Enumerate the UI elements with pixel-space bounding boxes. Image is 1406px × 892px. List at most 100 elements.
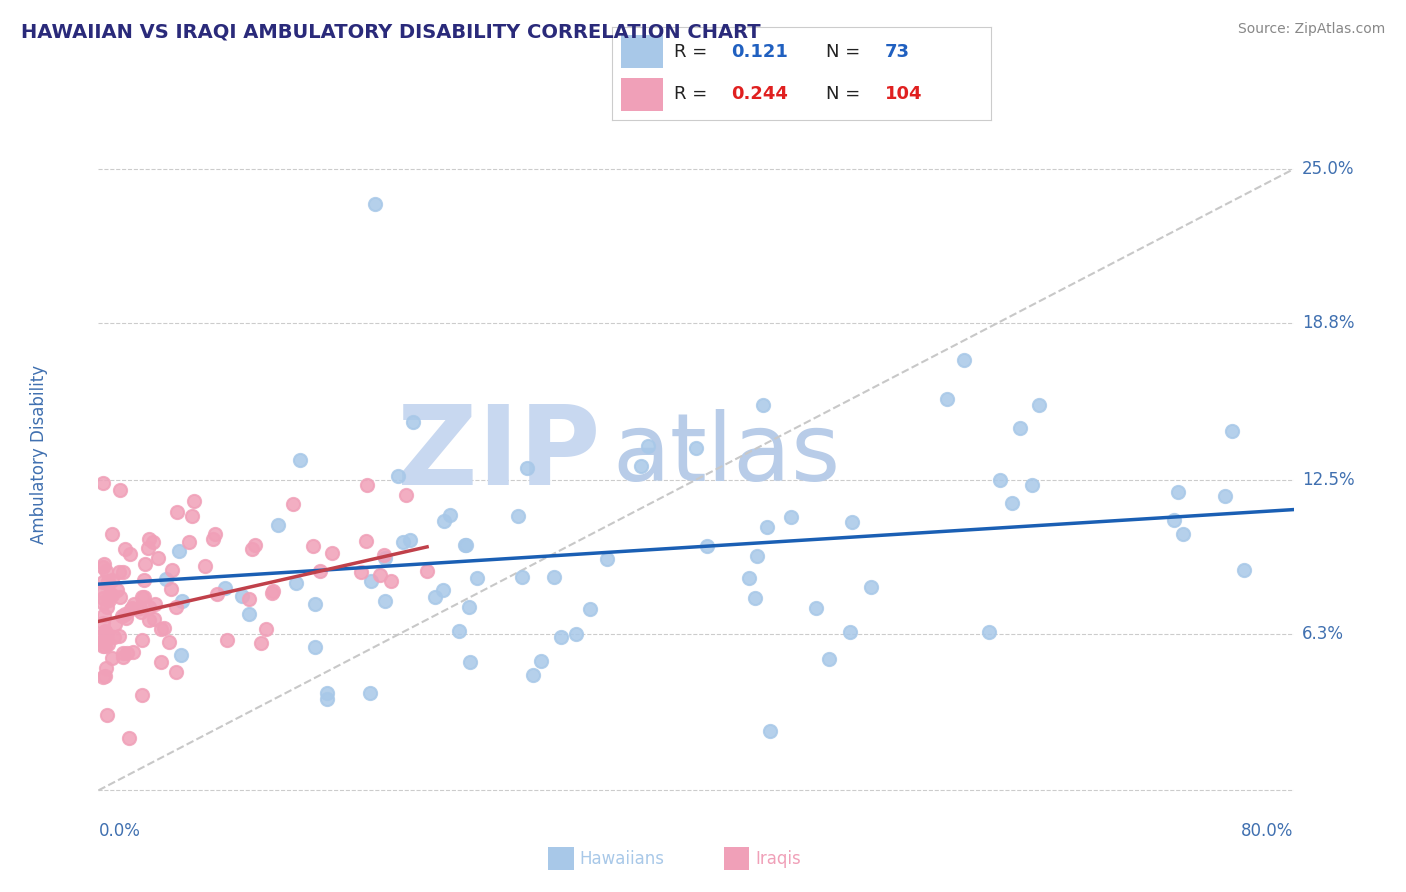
Point xyxy=(138,599,160,614)
Point xyxy=(745,549,768,564)
Point xyxy=(243,539,266,553)
Point xyxy=(131,689,153,703)
Point xyxy=(744,591,766,605)
Point xyxy=(425,591,447,605)
Point xyxy=(205,587,228,601)
Point xyxy=(522,668,544,682)
Point xyxy=(460,655,482,669)
Text: HAWAIIAN VS IRAQI AMBULATORY DISABILITY CORRELATION CHART: HAWAIIAN VS IRAQI AMBULATORY DISABILITY … xyxy=(21,22,761,41)
Text: 0.121: 0.121 xyxy=(731,43,789,61)
Point xyxy=(262,586,284,600)
Point xyxy=(432,514,454,528)
Point xyxy=(402,415,425,429)
Point xyxy=(454,538,477,552)
Point xyxy=(93,557,115,571)
Point xyxy=(350,566,373,580)
Point xyxy=(94,668,117,682)
Text: 12.5%: 12.5% xyxy=(1302,471,1354,489)
Point xyxy=(138,532,160,546)
Point xyxy=(167,543,190,558)
Point xyxy=(91,591,114,605)
Point xyxy=(129,605,152,619)
Point xyxy=(166,505,188,519)
Point xyxy=(780,509,803,524)
Point xyxy=(157,635,180,649)
Point xyxy=(94,661,117,675)
Point xyxy=(1233,563,1256,577)
Point xyxy=(839,625,862,640)
Point xyxy=(935,392,957,407)
Point xyxy=(1010,421,1032,435)
Point xyxy=(564,626,586,640)
Point xyxy=(96,707,118,722)
Point xyxy=(752,398,775,412)
Point xyxy=(111,565,134,579)
Point xyxy=(142,535,165,549)
Point xyxy=(155,572,177,586)
Point xyxy=(103,630,125,644)
Point xyxy=(804,600,827,615)
Point xyxy=(759,723,782,738)
Text: 6.3%: 6.3% xyxy=(1302,624,1344,643)
Point xyxy=(301,539,323,553)
Point xyxy=(134,557,156,571)
Point xyxy=(91,574,114,589)
Point xyxy=(170,648,193,662)
Text: 73: 73 xyxy=(884,43,910,61)
Point xyxy=(395,488,418,502)
Point xyxy=(262,584,284,599)
Text: 25.0%: 25.0% xyxy=(1302,161,1354,178)
Point xyxy=(104,616,127,631)
Point xyxy=(281,497,304,511)
Point xyxy=(94,565,117,579)
Point xyxy=(172,593,194,607)
Point xyxy=(91,475,114,490)
Point xyxy=(1171,527,1194,541)
Point xyxy=(321,546,343,560)
Point xyxy=(132,574,155,588)
Text: R =: R = xyxy=(675,85,713,103)
Point xyxy=(91,596,114,610)
Point xyxy=(737,571,759,585)
Point xyxy=(142,611,165,625)
Text: 18.8%: 18.8% xyxy=(1302,314,1354,332)
Point xyxy=(177,534,200,549)
Point xyxy=(122,645,145,659)
Point xyxy=(238,607,260,621)
Point xyxy=(256,622,278,636)
Point xyxy=(284,575,307,590)
Point xyxy=(316,685,339,699)
Point xyxy=(132,591,155,605)
Point xyxy=(111,650,134,665)
Point xyxy=(149,655,172,669)
Point xyxy=(510,569,533,583)
Point xyxy=(91,560,114,574)
Point xyxy=(120,602,142,616)
Point xyxy=(392,534,415,549)
Point xyxy=(685,441,707,455)
Point xyxy=(118,731,141,746)
Point xyxy=(696,539,718,553)
Point xyxy=(97,577,120,591)
Point xyxy=(110,483,132,497)
Point xyxy=(637,439,659,453)
Point xyxy=(316,692,339,706)
Point xyxy=(370,568,392,582)
Point xyxy=(96,600,118,615)
Point xyxy=(458,600,481,615)
Bar xyxy=(621,35,662,68)
Point xyxy=(1163,513,1185,527)
Point xyxy=(160,563,183,577)
Point xyxy=(91,670,114,684)
Point xyxy=(380,574,402,589)
Text: Iraqis: Iraqis xyxy=(755,850,801,868)
Point xyxy=(146,550,169,565)
Point xyxy=(183,494,205,508)
Point xyxy=(550,630,572,644)
Point xyxy=(214,581,236,595)
Point xyxy=(304,597,326,611)
Point xyxy=(240,542,263,557)
Point xyxy=(231,590,253,604)
Text: 80.0%: 80.0% xyxy=(1241,822,1294,840)
Point xyxy=(150,622,173,636)
